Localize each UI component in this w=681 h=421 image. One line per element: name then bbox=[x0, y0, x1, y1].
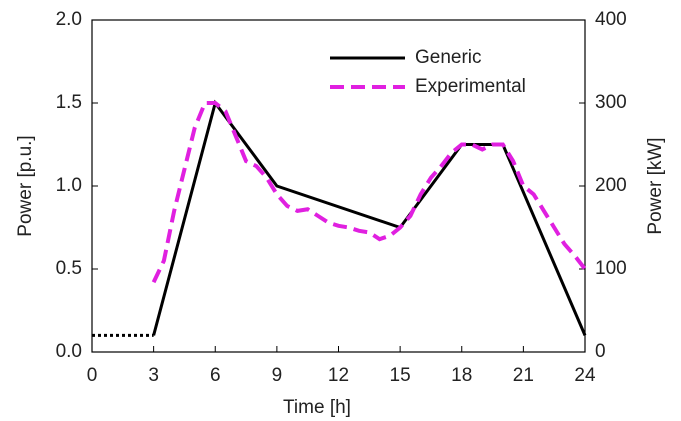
series-line bbox=[152, 99, 587, 336]
y2-tick-label: 100 bbox=[595, 258, 627, 279]
y2-tick-label: 400 bbox=[595, 9, 627, 30]
x-axis-label: Time [h] bbox=[283, 397, 351, 418]
y-axis-label: Power [p.u.] bbox=[15, 135, 36, 236]
x-tick-label: 0 bbox=[87, 365, 98, 386]
y2-tick-label: 0 bbox=[595, 341, 606, 362]
x-tick-label: 3 bbox=[148, 365, 159, 386]
x-tick-label: 6 bbox=[210, 365, 221, 386]
y-tick-label: 1.0 bbox=[56, 175, 82, 196]
y2-axis-label: Power [kW] bbox=[645, 137, 666, 234]
x-tick-label: 9 bbox=[272, 365, 283, 386]
y-tick-label: 0.5 bbox=[56, 258, 82, 279]
y-tick-label: 1.5 bbox=[56, 92, 82, 113]
x-tick-label: 12 bbox=[328, 365, 349, 386]
x-tick-label: 24 bbox=[574, 365, 596, 386]
y2-tick-label: 300 bbox=[595, 92, 627, 113]
legend-label: Generic bbox=[415, 47, 482, 68]
x-tick-label: 15 bbox=[390, 365, 411, 386]
y2-tick-label: 200 bbox=[595, 175, 627, 196]
y-tick-label: 2.0 bbox=[56, 9, 82, 30]
plot-frame bbox=[91, 19, 586, 353]
x-tick-label: 21 bbox=[513, 365, 534, 386]
legend-label: Experimental bbox=[415, 76, 526, 97]
y-tick-label: 0.0 bbox=[56, 341, 82, 362]
x-tick-label: 18 bbox=[451, 365, 472, 386]
series-line bbox=[151, 101, 587, 284]
